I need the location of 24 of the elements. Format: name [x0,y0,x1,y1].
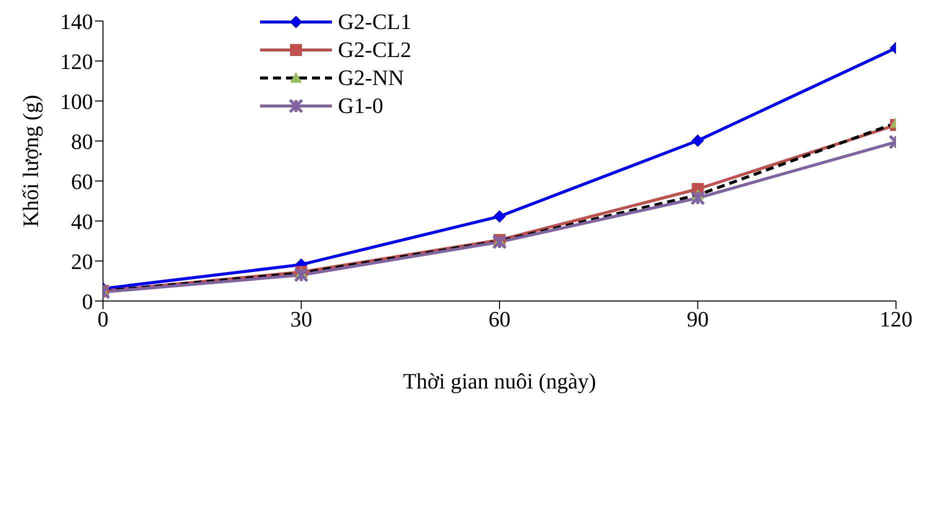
y-tick-label: 0 [82,288,93,314]
y-tick-label: 40 [71,208,93,234]
point [690,190,706,206]
point [493,210,506,223]
legend-label: G2-CL1 [338,9,412,35]
point [692,134,704,147]
y-tick-label: 140 [60,8,93,34]
y-tick-label: 20 [71,248,93,274]
x-tick-label: 120 [880,306,912,332]
y-tick-label: 60 [71,168,93,194]
point [294,268,309,282]
legend-label: G2-CL2 [338,37,412,63]
y-axis-title: Khối lượng (g) [18,94,43,228]
y-tick-label: 80 [71,128,93,154]
legend-label: G1-0 [338,93,384,119]
x-tick-label: 0 [98,306,108,332]
x-tick-label: 60 [488,306,510,332]
x-tick-label: 90 [686,306,709,332]
point [492,234,507,250]
x-tick-label: 30 [290,306,312,332]
x-axis-title: Thời gian nuôi (ngày) [402,368,596,394]
y-tick-label: 120 [60,48,93,74]
y-tick-label: 100 [60,88,93,114]
legend-label: G2-NN [338,65,404,91]
